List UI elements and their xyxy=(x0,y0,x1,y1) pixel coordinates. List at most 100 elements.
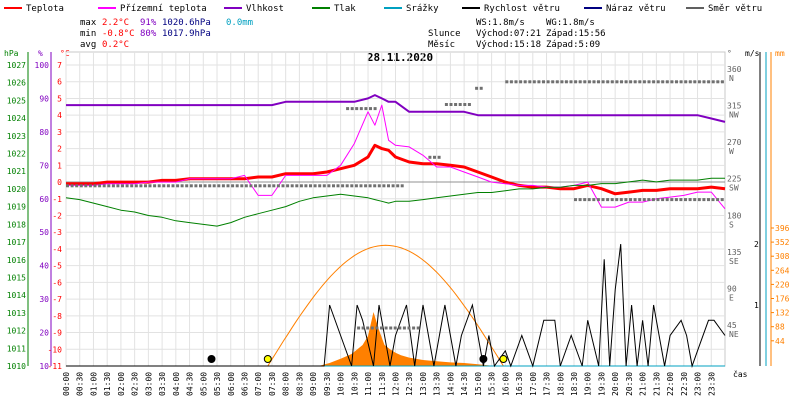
wind-dir-dot xyxy=(661,198,665,202)
wind-dir-dot xyxy=(116,184,120,188)
wind-dir-dot xyxy=(295,184,299,188)
wind-dir-dot xyxy=(716,198,720,202)
wind-dir-dot xyxy=(276,184,280,188)
wind-dir-dot xyxy=(272,184,276,188)
tick-time: 21:30 xyxy=(652,372,661,396)
tick-hpa: 1022 xyxy=(7,150,26,159)
wind-dir-dot xyxy=(88,184,92,188)
wind-dir-dot xyxy=(217,184,221,188)
wind-dir-dot xyxy=(389,326,393,330)
tick-dir: 45 xyxy=(727,321,737,330)
wind-dir-dot xyxy=(707,80,711,84)
wind-dir-dot xyxy=(130,184,134,188)
wind-dir-dot xyxy=(199,184,202,188)
wind-dir-dot xyxy=(290,184,294,188)
wind-dir-dot xyxy=(400,184,404,188)
wind-dir-dot xyxy=(369,107,372,111)
series-rychlost-vetru xyxy=(66,243,726,368)
wind-dir-dot xyxy=(560,80,564,84)
wind-dir-dot xyxy=(620,80,623,84)
tick-time: 23:30 xyxy=(707,372,716,396)
wind-dir-dot xyxy=(574,80,578,84)
sun-marker xyxy=(263,355,272,363)
wind-dir-dot xyxy=(387,184,390,188)
wind-dir-dot xyxy=(221,184,225,188)
tick-time: 09:30 xyxy=(323,372,332,396)
tick-pct: 10 xyxy=(39,362,49,371)
tick-time: 07:30 xyxy=(268,372,277,396)
wind-dir-dot xyxy=(679,198,683,202)
wind-dir-dot xyxy=(596,198,600,202)
wind-dir-dot xyxy=(355,107,359,111)
stat-ws: WS:1.8m/s xyxy=(476,18,525,28)
axis-unit-headers: hPa % °C ° m/s mm xyxy=(4,49,785,58)
stat-sunset: Západ:15:56 xyxy=(546,29,606,39)
tick-time: 08:00 xyxy=(282,372,291,396)
wind-dir-dot xyxy=(281,184,285,188)
wind-dir-dot xyxy=(665,198,669,202)
wind-dir-dot xyxy=(332,184,335,188)
wind-dir-dot xyxy=(412,326,416,330)
sun-marker xyxy=(499,355,508,363)
wind-dir-dot xyxy=(350,184,354,188)
wind-dir-dot xyxy=(693,80,697,84)
stat-min-press: 1017.9hPa xyxy=(162,29,211,39)
wind-dir-dot xyxy=(670,80,674,84)
tick-time: 13:00 xyxy=(419,372,428,396)
wind-dir-dot xyxy=(407,326,411,330)
sun-elevation-curve xyxy=(267,244,504,367)
wind-dir-dot xyxy=(148,184,152,188)
wind-dir-dot xyxy=(546,80,550,84)
tick-time: 02:00 xyxy=(117,372,126,396)
tick-time: 00:30 xyxy=(76,372,85,396)
series-vlhkost xyxy=(66,94,726,123)
wind-dir-dot xyxy=(364,107,368,111)
wind-dir-dot xyxy=(368,184,372,188)
wind-dir-dot xyxy=(384,326,388,330)
wind-dir-dot xyxy=(569,80,573,84)
tick-time: 11:00 xyxy=(364,372,373,396)
wind-dir-dot xyxy=(437,155,441,159)
tick-time: 06:30 xyxy=(240,372,249,396)
wind-dir-dot xyxy=(263,184,267,188)
wind-dir-dot xyxy=(458,103,462,106)
tick-hpa: 1013 xyxy=(7,309,26,318)
stat-max-press: 1020.6hPa xyxy=(162,18,211,28)
wind-dir-dot xyxy=(684,80,688,84)
wind-dir-dot xyxy=(647,80,651,84)
tick-temp: 7 xyxy=(57,61,62,70)
legend-tlak: Tlak xyxy=(334,4,356,14)
tick-compass: NW xyxy=(729,111,739,120)
wind-dir-dot xyxy=(139,184,143,188)
solar-radiation-area xyxy=(318,312,495,366)
wind-dir-dot xyxy=(402,326,406,330)
left-axes: 1010101110121013101410151016101710181019… xyxy=(7,52,62,371)
wind-dir-dot xyxy=(107,184,111,188)
tick-hpa: 1016 xyxy=(7,256,26,265)
wind-dir-dot xyxy=(359,107,363,111)
tick-compass: E xyxy=(729,293,734,302)
wind-dir-dot xyxy=(309,184,312,188)
wind-dir-dot xyxy=(70,184,74,188)
wind-dir-dot xyxy=(647,198,651,202)
tick-hpa: 1014 xyxy=(7,291,26,300)
wind-dir-dot xyxy=(475,86,479,90)
wind-dir-dot xyxy=(542,80,545,84)
tick-compass: SE xyxy=(729,257,739,266)
wind-dir-dot xyxy=(716,80,720,84)
wind-dir-dot xyxy=(235,184,239,188)
stat-min-temp: -0.8°C xyxy=(102,29,135,39)
tick-temp: 4 xyxy=(57,111,62,120)
tick-temp: -7 xyxy=(52,295,62,304)
tick-time: 22:30 xyxy=(680,372,689,396)
legend-vlhkost: Vlhkost xyxy=(246,4,284,14)
wind-dir-dot xyxy=(693,198,697,202)
wind-dir-dot xyxy=(629,80,633,84)
legend-srazky: Srážky xyxy=(406,4,439,14)
tick-time: 14:30 xyxy=(460,372,469,396)
wind-dir-dot xyxy=(345,184,349,188)
wind-dir-dot xyxy=(656,80,660,84)
tick-mm: 308 xyxy=(775,252,790,261)
moon-marker xyxy=(207,355,216,363)
legend-rychlost-vetru: Rychlost větru xyxy=(484,4,560,14)
